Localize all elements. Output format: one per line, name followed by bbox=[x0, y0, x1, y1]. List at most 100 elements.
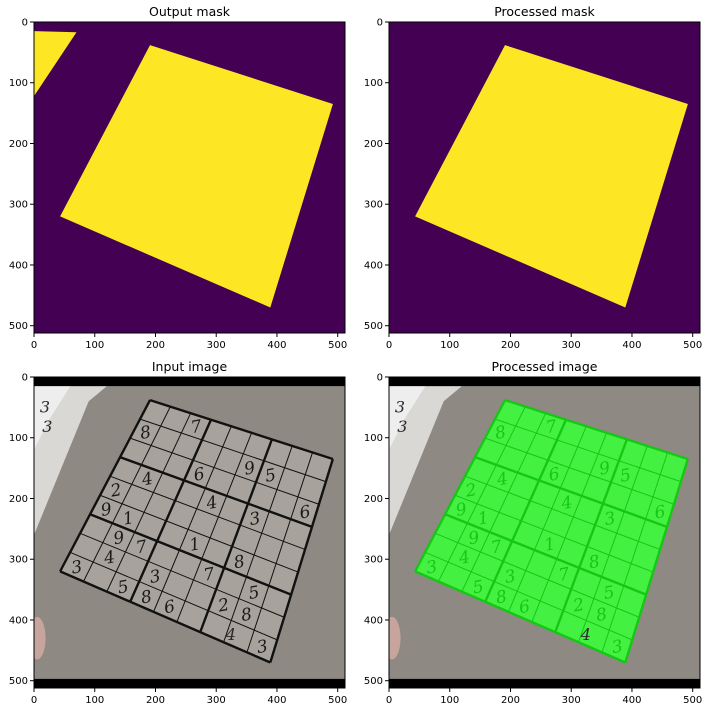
grid-line-h bbox=[69, 551, 278, 641]
grid-line-v bbox=[269, 458, 334, 663]
sudoku-digit: 8 bbox=[595, 604, 609, 626]
mask-region bbox=[60, 45, 333, 308]
sudoku-digit: 6 bbox=[192, 464, 206, 486]
grid-line-h bbox=[484, 437, 675, 505]
sudoku-digit: 8 bbox=[494, 422, 508, 444]
sudoku-digit: 3 bbox=[255, 636, 269, 658]
grid-line-h bbox=[129, 437, 320, 505]
grid-line-v bbox=[578, 445, 648, 643]
sudoku-digit: 7 bbox=[189, 417, 203, 439]
sudoku-digit: 4 bbox=[494, 469, 509, 491]
page-digit: 4 bbox=[580, 625, 591, 644]
y-tick-label: 200 bbox=[9, 494, 28, 505]
grid-line-h bbox=[109, 475, 306, 550]
grid-line-v bbox=[508, 426, 587, 613]
x-tick-label: 200 bbox=[146, 340, 165, 351]
grid-line-h bbox=[99, 494, 299, 573]
sudoku-digit: 7 bbox=[489, 537, 503, 559]
grid-line-h bbox=[119, 456, 313, 528]
sudoku-digit: 3 bbox=[248, 508, 262, 530]
grid-line-h bbox=[494, 418, 682, 483]
sudoku-digit: 5 bbox=[247, 582, 261, 604]
grid-line-v bbox=[246, 452, 314, 653]
x-tick-label: 400 bbox=[622, 695, 641, 706]
sudoku-digit: 8 bbox=[139, 422, 153, 444]
grid-line-v bbox=[83, 406, 171, 582]
y-tick-label: 300 bbox=[364, 200, 383, 211]
grid-line-h bbox=[454, 494, 654, 573]
y-tick-label: 100 bbox=[364, 433, 383, 444]
grid-line-v bbox=[554, 438, 629, 633]
sudoku-digit: 4 bbox=[204, 493, 219, 515]
grid-line-h bbox=[59, 570, 271, 664]
sudoku-digit: 1 bbox=[543, 534, 557, 556]
x-tick-label: 100 bbox=[440, 340, 459, 351]
x-tick-label: 200 bbox=[146, 695, 165, 706]
y-tick-label: 500 bbox=[364, 321, 383, 332]
x-tick-label: 0 bbox=[386, 695, 392, 706]
sudoku-digit: 9 bbox=[243, 458, 257, 480]
sudoku-digit: 6 bbox=[163, 597, 177, 619]
processed-mask-image-area bbox=[389, 22, 700, 333]
sudoku-digit: 1 bbox=[121, 508, 135, 530]
sudoku-digit: 7 bbox=[557, 564, 571, 586]
x-tick-label: 100 bbox=[85, 695, 104, 706]
x-tick-label: 500 bbox=[328, 695, 347, 706]
grid-line-v bbox=[153, 426, 232, 613]
input-image-frame bbox=[33, 376, 346, 689]
grid-line-v bbox=[176, 432, 253, 623]
output-mask-title: Output mask bbox=[149, 4, 231, 19]
letterbox-bottom bbox=[389, 678, 700, 688]
grid-line-h bbox=[434, 532, 640, 618]
y-tick-label: 0 bbox=[377, 373, 383, 384]
sudoku-digit: 1 bbox=[188, 534, 202, 556]
x-tick-label: 0 bbox=[386, 340, 392, 351]
sudoku-digit: 9 bbox=[99, 499, 113, 521]
grid-line-v bbox=[59, 399, 152, 572]
sudoku-digit: 3 bbox=[148, 566, 162, 588]
y-tick-label: 200 bbox=[364, 139, 383, 150]
x-tick-label: 100 bbox=[440, 695, 459, 706]
grid-line-v bbox=[484, 419, 568, 603]
photo-page-edge bbox=[389, 386, 462, 535]
sudoku-digit: 8 bbox=[240, 604, 254, 626]
sudoku-digit: 3 bbox=[70, 557, 84, 579]
sudoku-digit: 4 bbox=[139, 469, 154, 491]
page-digit: 3 bbox=[40, 397, 50, 416]
y-tick-label: 200 bbox=[9, 139, 28, 150]
sudoku-digit: 7 bbox=[202, 564, 216, 586]
grid-line-h bbox=[444, 513, 647, 596]
sudoku-digit: 9 bbox=[112, 528, 126, 550]
y-tick-label: 400 bbox=[364, 615, 383, 626]
sudoku-digit: 5 bbox=[263, 465, 277, 487]
letterbox-top bbox=[389, 377, 700, 387]
processed-image-title: Processed image bbox=[492, 359, 598, 374]
x-tick-label: 400 bbox=[267, 340, 286, 351]
page-digit: 3 bbox=[395, 397, 405, 416]
grid-line-v bbox=[601, 452, 669, 653]
grid-line-h bbox=[424, 551, 633, 641]
y-tick-label: 300 bbox=[9, 200, 28, 211]
processed-mask-frame bbox=[388, 21, 701, 334]
sudoku-digit: 6 bbox=[547, 464, 561, 486]
sudoku-digit: 4 bbox=[456, 547, 471, 569]
grid-line-v bbox=[223, 445, 293, 643]
grid-line-v bbox=[199, 438, 274, 633]
grid-line-h bbox=[414, 570, 626, 664]
grid-line-h bbox=[504, 398, 689, 461]
processed-mask-title: Processed mask bbox=[494, 4, 595, 19]
sudoku-digit: 3 bbox=[425, 557, 439, 579]
grid-line-h bbox=[464, 475, 661, 550]
grid-line-v bbox=[624, 458, 689, 663]
x-tick-label: 400 bbox=[622, 340, 641, 351]
grid-line-v bbox=[531, 432, 608, 623]
input-image-title: Input image bbox=[152, 359, 228, 374]
x-tick-label: 500 bbox=[683, 340, 702, 351]
processed-image-frame bbox=[388, 376, 701, 689]
sudoku-digit: 7 bbox=[134, 537, 148, 559]
sudoku-digit: 8 bbox=[232, 552, 246, 574]
